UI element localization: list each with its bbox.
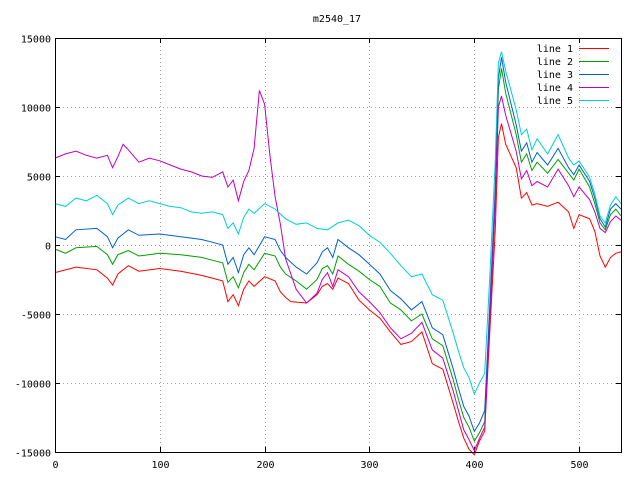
y-tick-label: 0 (45, 242, 51, 253)
plot-area (54, 51, 622, 456)
y-tick-label: -10000 (15, 380, 51, 391)
y-tick-label: 10000 (21, 104, 51, 115)
chart-title: m2540_17 (313, 14, 361, 25)
y-tick-label: -5000 (21, 311, 51, 322)
grid-lines (55, 38, 621, 452)
legend-label: line 1 (537, 44, 573, 55)
legend-label: line 5 (537, 96, 573, 107)
series-line-5 (54, 51, 622, 396)
x-tick-label: 100 (151, 460, 169, 471)
series-line-3 (54, 57, 622, 433)
series-line-1 (54, 123, 622, 456)
x-tick-label: 200 (256, 460, 274, 471)
x-tick-label: 300 (360, 460, 378, 471)
x-tick-label: 500 (570, 460, 588, 471)
x-tick-label: 0 (52, 460, 58, 471)
axis-ticks: 0 100 200 300 400 500 -15000 -10000 -5000 0 5000 10… (15, 35, 621, 471)
y-tick-label: -15000 (15, 449, 51, 460)
series-line-2 (54, 68, 622, 443)
legend: line 1 line 2 line 3 line 4 line 5 (537, 44, 609, 107)
plot-frame (55, 38, 622, 453)
x-tick-label: 400 (465, 460, 483, 471)
y-tick-label: 5000 (27, 173, 51, 184)
series-line-4 (54, 90, 622, 452)
y-tick-label: 15000 (21, 35, 51, 46)
legend-label: line 3 (537, 70, 573, 81)
legend-label: line 4 (537, 83, 573, 94)
legend-label: line 2 (537, 57, 573, 68)
